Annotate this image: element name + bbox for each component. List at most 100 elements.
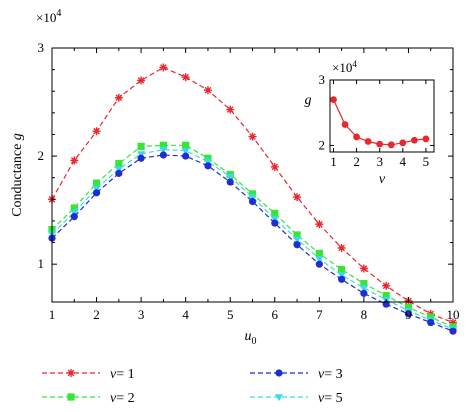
legend-label-v2: v= 2 xyxy=(110,391,135,406)
x-axis-title: u0 xyxy=(245,329,257,347)
legend-label-v5: v= 5 xyxy=(318,391,343,406)
data-point xyxy=(248,197,257,206)
inset-y-tick-label: 3 xyxy=(319,72,326,87)
x-tick-label: 3 xyxy=(138,307,145,322)
data-point xyxy=(315,260,323,268)
data-point xyxy=(114,166,123,174)
legend-swatch-v2 xyxy=(42,393,100,401)
y-multiplier-exponent: 4 xyxy=(56,8,61,19)
x-axis-title-base: u xyxy=(245,329,252,344)
data-point xyxy=(159,141,167,149)
inset-x-axis-title: v xyxy=(379,172,386,187)
inset-y-axis-title: g xyxy=(305,93,312,108)
data-point xyxy=(114,93,123,102)
inset-background xyxy=(296,58,446,180)
inset-data-point xyxy=(330,96,337,104)
data-point xyxy=(70,204,78,212)
y-tick-label: 2 xyxy=(38,148,45,163)
legend-swatch-v5 xyxy=(250,394,308,402)
data-point xyxy=(136,151,146,159)
inset-x-tick-label: 3 xyxy=(376,154,383,169)
x-tick-label: 1 xyxy=(49,307,56,322)
legend-label-var: v xyxy=(110,391,117,406)
legend-swatch-marker xyxy=(275,369,283,377)
data-point xyxy=(293,193,302,202)
data-point xyxy=(382,291,390,300)
data-point xyxy=(270,216,279,223)
data-point xyxy=(70,209,79,217)
x-tick-label: 6 xyxy=(272,307,279,322)
x-tick-label: 2 xyxy=(93,307,100,322)
legend-label-v1: v= 1 xyxy=(110,367,135,382)
inset-data-point xyxy=(387,141,395,149)
legend-label-value: = 5 xyxy=(324,391,342,406)
legend-swatch-marker xyxy=(67,369,75,377)
data-point xyxy=(449,327,457,335)
data-point xyxy=(337,243,346,252)
data-point xyxy=(315,249,323,257)
inset-plot-frame xyxy=(329,79,435,153)
x-tick-label: 7 xyxy=(316,307,323,322)
data-point xyxy=(226,178,234,186)
data-point xyxy=(181,147,190,155)
data-point xyxy=(248,190,257,198)
data-point xyxy=(359,264,368,273)
x-tick-label: 4 xyxy=(182,307,189,322)
inset-y-multiplier: ×104 xyxy=(332,59,357,75)
data-point xyxy=(292,236,302,244)
data-point xyxy=(182,141,190,149)
data-point xyxy=(271,219,279,227)
data-point xyxy=(115,160,123,168)
data-point xyxy=(159,146,168,154)
inset-y-tick-label: 2 xyxy=(319,137,326,152)
data-point xyxy=(70,213,78,221)
data-point xyxy=(360,280,368,288)
data-point xyxy=(203,158,213,166)
data-point xyxy=(293,231,301,239)
legend-label-var: v xyxy=(318,391,325,406)
data-point xyxy=(404,310,413,318)
data-point xyxy=(181,73,190,82)
legend-label-var: v xyxy=(318,367,325,382)
x-axis-title-subscript: 0 xyxy=(252,336,257,347)
legend-swatch-v3 xyxy=(250,369,308,377)
data-point xyxy=(337,272,346,280)
data-point xyxy=(427,318,435,327)
y-axis-title: Conductance g xyxy=(10,133,25,217)
data-point xyxy=(115,169,123,177)
data-point xyxy=(159,151,167,159)
data-point xyxy=(338,265,346,274)
data-point xyxy=(248,194,257,202)
y-tick-label: 1 xyxy=(38,256,45,271)
inset-y-multiplier-exponent: 4 xyxy=(352,59,357,69)
legend-label-value: = 3 xyxy=(324,367,342,382)
legend-label-value: = 2 xyxy=(116,391,134,406)
legend: v= 1 v= 2 v= 3 v= 5 xyxy=(42,367,343,406)
inset-x-tick-label: 4 xyxy=(400,154,407,169)
inset-data-point xyxy=(353,133,360,141)
data-point xyxy=(404,303,413,312)
x-tick-label: 9 xyxy=(405,307,412,322)
data-point xyxy=(226,173,235,181)
data-point xyxy=(315,256,324,263)
y-tick-label: 3 xyxy=(38,40,45,55)
y-axis-title-variable: g xyxy=(10,133,25,140)
legend-item-v1: v= 1 xyxy=(42,367,135,382)
legend-swatch-marker xyxy=(67,393,75,401)
data-point xyxy=(293,241,301,249)
inset-x-tick-label: 2 xyxy=(353,154,360,169)
legend-label-v3: v= 3 xyxy=(318,367,343,382)
y-axis-title-text: Conductance xyxy=(10,140,25,217)
data-point xyxy=(204,162,212,170)
data-point xyxy=(382,281,391,290)
data-point xyxy=(92,127,101,136)
inset-chart: 1 2 3 4 523 ×104 g v xyxy=(296,58,446,187)
data-point xyxy=(182,152,190,160)
series-line xyxy=(51,154,454,332)
data-point xyxy=(92,185,101,193)
legend-label-var: v xyxy=(110,367,117,382)
inset-x-tick-label: 5 xyxy=(423,154,430,169)
